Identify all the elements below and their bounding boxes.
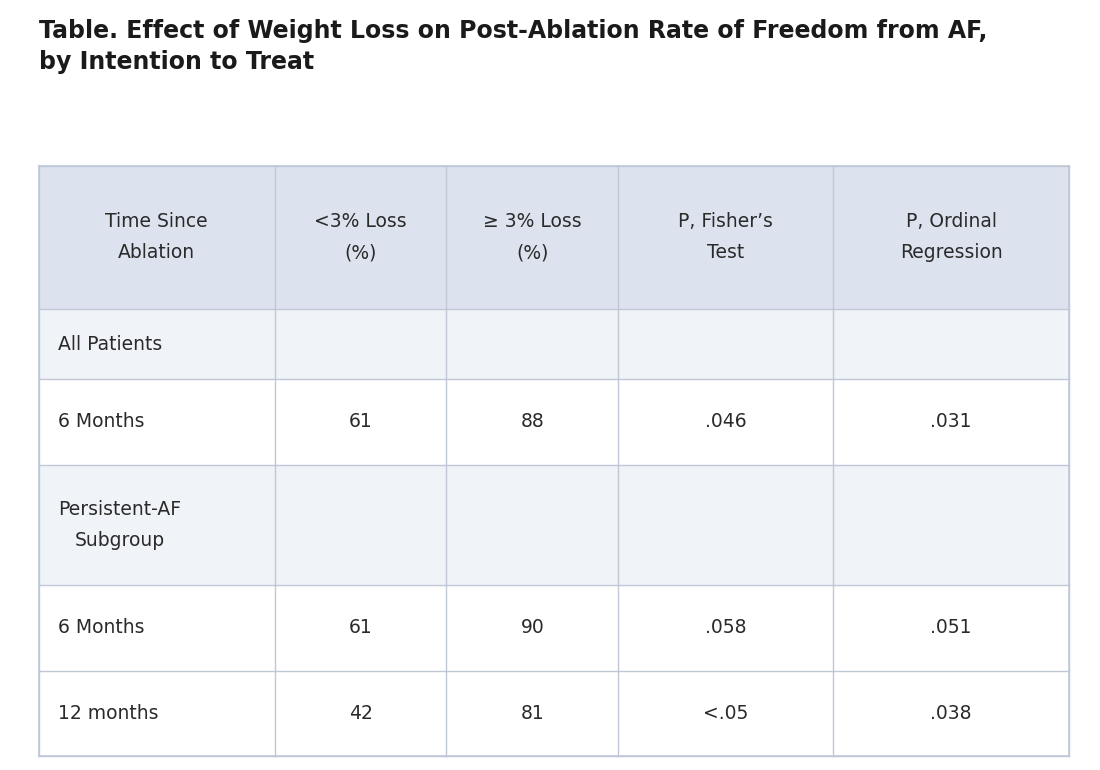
Text: <3% Loss
(%): <3% Loss (%): [315, 213, 407, 263]
Text: by Intention to Treat: by Intention to Treat: [39, 50, 313, 74]
Text: 61: 61: [349, 413, 373, 431]
Text: Table. Effect of Weight Loss on Post-Ablation Rate of Freedom from AF,: Table. Effect of Weight Loss on Post-Abl…: [39, 19, 987, 43]
Text: 42: 42: [349, 704, 373, 723]
Text: 90: 90: [520, 618, 544, 638]
Text: .031: .031: [931, 413, 971, 431]
Text: 6 Months: 6 Months: [58, 618, 145, 638]
Text: P, Fisher’s
Test: P, Fisher’s Test: [679, 213, 773, 263]
Text: .046: .046: [705, 413, 747, 431]
Text: All Patients: All Patients: [58, 335, 163, 353]
Text: 88: 88: [520, 413, 544, 431]
Text: P, Ordinal
Regression: P, Ordinal Regression: [900, 213, 1002, 263]
Text: Persistent-AF
Subgroup: Persistent-AF Subgroup: [58, 500, 182, 550]
Text: 81: 81: [520, 704, 544, 723]
Text: Time Since
Ablation: Time Since Ablation: [106, 213, 208, 263]
Text: 6 Months: 6 Months: [58, 413, 145, 431]
Text: .058: .058: [705, 618, 747, 638]
Text: .038: .038: [931, 704, 971, 723]
Text: 61: 61: [349, 618, 373, 638]
Text: .051: .051: [931, 618, 971, 638]
Text: <.05: <.05: [703, 704, 748, 723]
Text: ≥ 3% Loss
(%): ≥ 3% Loss (%): [483, 213, 582, 263]
Text: 12 months: 12 months: [58, 704, 158, 723]
